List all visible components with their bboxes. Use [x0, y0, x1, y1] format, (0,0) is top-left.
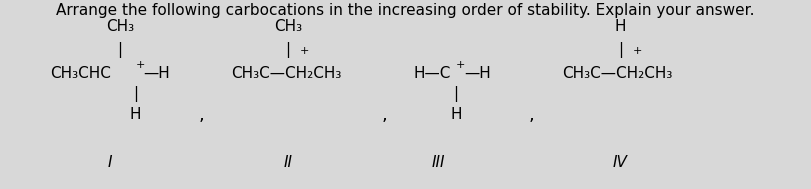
Text: H: H	[615, 19, 626, 34]
Text: H: H	[450, 107, 461, 122]
Text: ,: ,	[528, 106, 534, 124]
Text: +: +	[456, 60, 466, 70]
Text: —H: —H	[144, 66, 170, 81]
Text: ,: ,	[198, 106, 204, 124]
Text: II: II	[283, 155, 293, 170]
Text: +: +	[300, 46, 310, 56]
Text: +: +	[633, 46, 642, 56]
Text: —H: —H	[464, 66, 491, 81]
Text: |: |	[133, 86, 138, 102]
Text: CH₃C—CH₂CH₃: CH₃C—CH₂CH₃	[231, 66, 341, 81]
Text: III: III	[431, 155, 444, 170]
Text: H: H	[130, 107, 141, 122]
Text: +: +	[135, 60, 145, 70]
Text: H—C: H—C	[414, 66, 451, 81]
Text: CH₃: CH₃	[274, 19, 302, 34]
Text: CH₃C—CH₂CH₃: CH₃C—CH₂CH₃	[562, 66, 672, 81]
Text: I: I	[107, 155, 112, 170]
Text: |: |	[453, 86, 458, 102]
Text: CH₃: CH₃	[106, 19, 134, 34]
Text: ,: ,	[381, 106, 388, 124]
Text: |: |	[118, 42, 122, 58]
Text: Arrange the following carbocations in the increasing order of stability. Explain: Arrange the following carbocations in th…	[56, 3, 755, 18]
Text: |: |	[285, 42, 290, 58]
Text: IV: IV	[613, 155, 628, 170]
Text: |: |	[618, 42, 623, 58]
Text: CH₃CHC: CH₃CHC	[50, 66, 111, 81]
